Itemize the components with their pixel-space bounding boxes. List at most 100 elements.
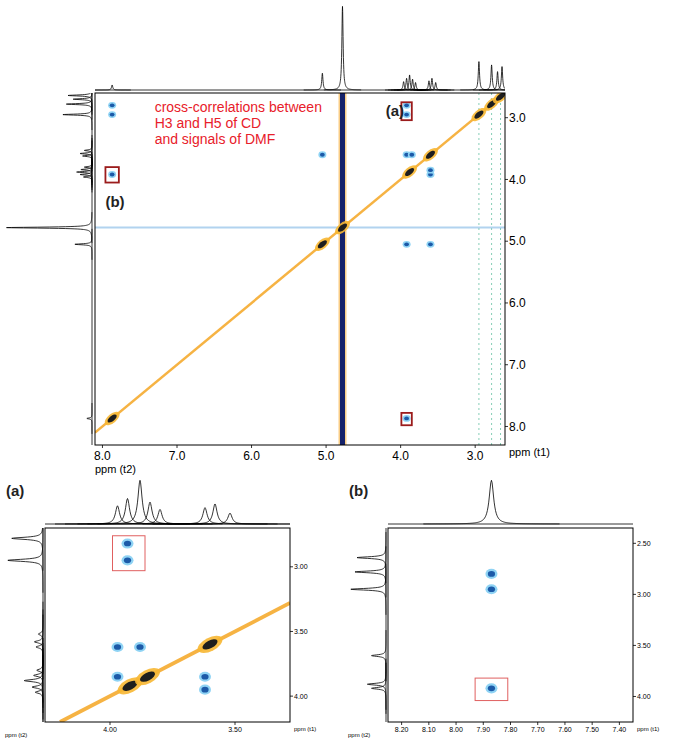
left-spectrum [8, 528, 43, 722]
y-tick [505, 117, 508, 118]
x-tick [400, 445, 401, 448]
peak-core [114, 674, 121, 680]
x-tick [456, 722, 457, 725]
peak-core [106, 413, 118, 424]
diagonal-peak [313, 235, 333, 253]
t1-noise [478, 93, 479, 445]
peak-halo [491, 93, 505, 106]
spectrum-peak [78, 480, 203, 524]
peak-halo [403, 415, 411, 422]
spectrum-peak [394, 79, 431, 90]
peak-core [110, 173, 115, 177]
spectrum-peak [36, 615, 43, 680]
peak-core [488, 685, 495, 691]
y-tick-label: 3.00 [637, 591, 651, 598]
diagonal-peak [400, 163, 420, 181]
plot-frame [95, 93, 505, 445]
x-tick [475, 445, 476, 448]
left-spectrum [351, 528, 386, 722]
cross-peak [318, 151, 326, 158]
y-tick [505, 302, 508, 303]
x-tick-label: 5.0 [318, 449, 335, 463]
peak-halo [108, 102, 116, 109]
panel-label: (b) [349, 482, 368, 499]
x-tick-label: 7.70 [531, 726, 545, 733]
solvent-ridge [95, 227, 505, 229]
peak-core [404, 167, 416, 178]
peak-core [404, 417, 409, 421]
diagonal [60, 603, 290, 722]
x-tick [251, 445, 252, 448]
spectrum-peak [68, 93, 92, 111]
annotation: and signals of DMF [155, 131, 276, 147]
plot-area [95, 93, 505, 445]
spectrum-peak [80, 159, 92, 190]
cross-peak [134, 642, 146, 652]
y-tick-label: 2.50 [637, 540, 651, 547]
y-tick-label: 3.50 [294, 628, 308, 635]
peak-halo [108, 171, 116, 178]
spectrum-peak [367, 659, 386, 710]
cross-peak [485, 569, 497, 579]
peak-core [404, 103, 409, 107]
y-tick-label: 7.0 [509, 358, 526, 372]
peak-halo [134, 642, 146, 652]
diagonal-peak [491, 93, 505, 106]
x-axis-label: ppm (t2) [348, 732, 370, 738]
x-tick-label: 3.50 [228, 726, 242, 733]
cross-peak [112, 672, 124, 682]
x-tick-label: 6.0 [243, 449, 260, 463]
peak-core [473, 109, 485, 120]
spectrum-peak [32, 655, 43, 720]
spectrum-peak [7, 212, 92, 243]
spectrum-peak [385, 82, 422, 90]
peak-core [495, 93, 505, 102]
spectrum-peak [84, 135, 92, 166]
t1-noise [491, 93, 492, 445]
spectrum-peak [410, 81, 447, 90]
spectrum-peak [417, 82, 454, 90]
peak-halo [195, 632, 225, 656]
spectrum-peak [81, 154, 92, 185]
peak-core [110, 113, 115, 117]
y-axis-label: ppm (t1) [509, 446, 550, 458]
peak-halo [408, 151, 416, 158]
peak-core [320, 153, 325, 157]
spectrum-peak [77, 157, 92, 188]
spectrum-peak [65, 499, 190, 524]
peak-halo [313, 235, 333, 253]
highlight-box [475, 678, 508, 700]
x-tick-label: 8.0 [94, 449, 111, 463]
spectrum-peak [34, 609, 43, 674]
peak-core [428, 242, 433, 246]
x-axis-label: ppm (t2) [5, 732, 27, 738]
x-tick [483, 722, 484, 725]
peak-halo [421, 146, 441, 164]
x-tick-label: 8.20 [395, 726, 409, 733]
y-tick [505, 364, 508, 365]
x-tick [326, 445, 327, 448]
spectrum-peak [372, 663, 386, 714]
top-spectrum [45, 480, 290, 524]
annotation: H3 and H5 of CD [155, 115, 262, 131]
y-tick [505, 241, 508, 242]
cross-peak [426, 241, 434, 248]
spectrum-peak [168, 513, 291, 524]
cross-peak [408, 151, 416, 158]
x-tick-label: 4.00 [103, 726, 117, 733]
peak-core [409, 153, 414, 157]
y-tick-label: 6.0 [509, 296, 526, 310]
cross-peak [122, 538, 134, 548]
peak-halo [426, 167, 434, 174]
cross-peak [485, 584, 497, 594]
spectrum-peak [75, 229, 92, 260]
y-tick [633, 594, 636, 595]
x-axis-label: ppm (t2) [95, 463, 136, 475]
cross-peak [403, 415, 411, 422]
y-tick-label: 4.00 [637, 693, 651, 700]
y-axis-label: ppm (t1) [294, 726, 316, 732]
spectrum-peak [80, 138, 92, 169]
x-tick-label: 7.40 [613, 726, 627, 733]
spectrum-peak [83, 141, 92, 172]
x-tick-label: 8.10 [422, 726, 436, 733]
